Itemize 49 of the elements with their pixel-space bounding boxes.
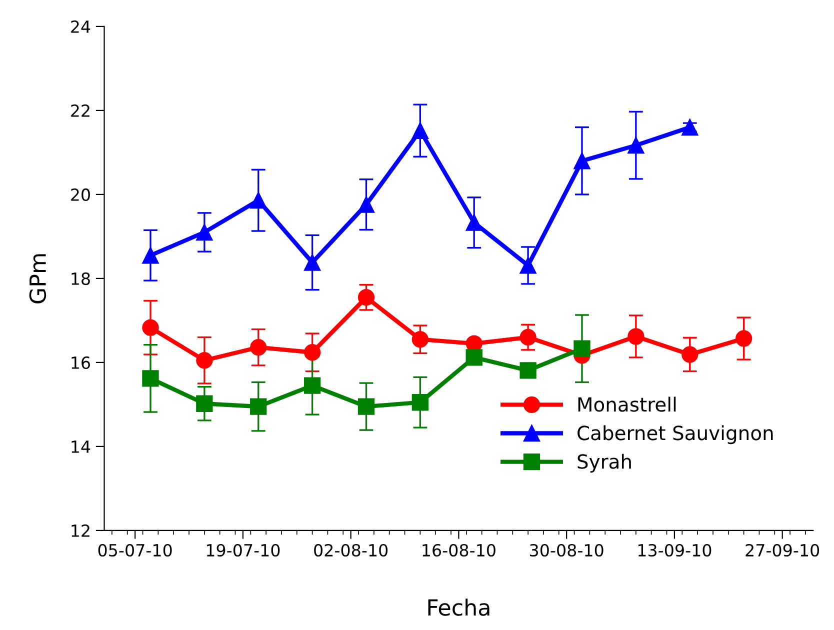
y-tick-label: 12 xyxy=(72,524,90,537)
point xyxy=(574,152,590,170)
point xyxy=(628,136,644,154)
point xyxy=(250,398,267,415)
point xyxy=(250,192,267,209)
point xyxy=(412,331,429,348)
point xyxy=(682,118,698,136)
y-tick-label: 24 xyxy=(71,20,90,33)
point xyxy=(358,398,375,415)
x-tick-label: 16-08-10 xyxy=(422,544,496,557)
point xyxy=(520,328,536,346)
point xyxy=(520,257,536,274)
y-axis-title: GPm xyxy=(29,254,46,304)
point xyxy=(628,328,644,345)
point xyxy=(735,330,752,347)
point xyxy=(466,349,482,366)
point xyxy=(142,370,159,387)
point xyxy=(142,319,159,336)
point xyxy=(358,289,375,306)
point xyxy=(304,254,321,271)
point xyxy=(250,339,267,356)
x-tick-label: 30-08-10 xyxy=(530,544,604,557)
y-tick-label: 18 xyxy=(72,272,90,286)
x-tick-label: 13-09-10 xyxy=(638,544,712,557)
point xyxy=(412,394,429,411)
y-tick-label: 22 xyxy=(71,104,90,117)
point xyxy=(682,346,698,363)
legend-label: Syrah xyxy=(578,454,631,473)
legend-label: Cabernet Sauvignon xyxy=(578,425,773,444)
y-tick-label: 14 xyxy=(72,440,90,453)
point xyxy=(304,377,321,394)
x-tick-label: 27-09-10 xyxy=(746,544,820,557)
y-tick-label: 20 xyxy=(71,188,90,202)
point xyxy=(196,352,213,369)
point xyxy=(574,340,590,357)
point xyxy=(466,214,482,231)
point xyxy=(304,344,321,361)
point xyxy=(412,122,429,139)
x-tick-label: 05-07-10 xyxy=(98,544,172,557)
x-tick-label: 02-08-10 xyxy=(314,544,388,557)
legend-label: Monastrell xyxy=(578,396,676,412)
x-tick-label: 19-07-10 xyxy=(206,544,280,557)
point xyxy=(520,362,536,379)
y-tick-label: 16 xyxy=(72,356,90,370)
point xyxy=(142,247,159,264)
x-axis-title: Fecha xyxy=(428,598,490,616)
point xyxy=(196,224,213,241)
point xyxy=(196,395,213,412)
point xyxy=(358,196,375,213)
